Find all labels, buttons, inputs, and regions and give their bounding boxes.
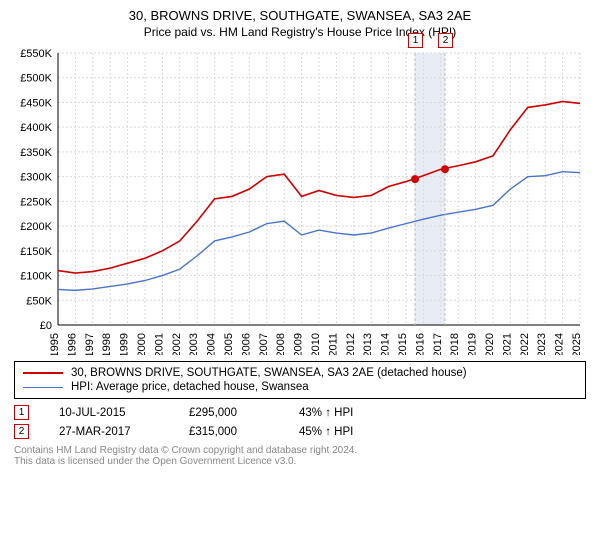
svg-text:2002: 2002	[171, 333, 183, 355]
chart-marker-2: 2	[438, 33, 453, 48]
footer-line-1: Contains HM Land Registry data © Crown c…	[14, 445, 586, 456]
svg-text:2013: 2013	[362, 333, 374, 355]
svg-text:2017: 2017	[432, 333, 444, 355]
svg-text:2007: 2007	[258, 333, 270, 355]
svg-text:2004: 2004	[206, 333, 218, 355]
transaction-date: 10-JUL-2015	[59, 407, 159, 419]
svg-text:2005: 2005	[223, 333, 235, 355]
svg-text:2009: 2009	[293, 333, 305, 355]
svg-text:1997: 1997	[84, 333, 96, 355]
chart-marker-1: 1	[408, 33, 423, 48]
svg-text:2019: 2019	[467, 333, 479, 355]
svg-text:2020: 2020	[484, 333, 496, 355]
chart-svg: £0 £50K £100K £150K £200K £250K £300K £350K £400…	[10, 45, 584, 355]
svg-text:2025: 2025	[571, 333, 583, 355]
svg-text:1995: 1995	[49, 333, 61, 355]
svg-text:£100K: £100K	[20, 271, 52, 283]
svg-text:£150K: £150K	[20, 246, 52, 258]
transaction-row: 1 10-JUL-2015 £295,000 43% ↑ HPI	[14, 403, 586, 422]
svg-text:2015: 2015	[397, 333, 409, 355]
svg-text:£450K: £450K	[20, 97, 52, 109]
svg-text:2018: 2018	[449, 333, 461, 355]
transaction-price: £295,000	[189, 407, 269, 419]
svg-text:2016: 2016	[414, 333, 426, 355]
legend-row: 30, BROWNS DRIVE, SOUTHGATE, SWANSEA, SA…	[23, 366, 577, 380]
svg-text:2006: 2006	[240, 333, 252, 355]
svg-text:2022: 2022	[519, 333, 531, 355]
title-line2: Price paid vs. HM Land Registry's House …	[10, 25, 590, 39]
transaction-pct: 43% ↑ HPI	[299, 407, 353, 419]
footer: Contains HM Land Registry data © Crown c…	[14, 445, 586, 467]
svg-text:2008: 2008	[275, 333, 287, 355]
svg-text:£250K: £250K	[20, 196, 52, 208]
title-line1: 30, BROWNS DRIVE, SOUTHGATE, SWANSEA, SA…	[10, 8, 590, 23]
svg-text:£550K: £550K	[20, 48, 52, 60]
svg-text:2021: 2021	[501, 333, 513, 355]
svg-text:£0: £0	[40, 320, 52, 332]
transaction-price: £315,000	[189, 426, 269, 438]
svg-text:£500K: £500K	[20, 73, 52, 85]
legend: 30, BROWNS DRIVE, SOUTHGATE, SWANSEA, SA…	[14, 361, 586, 399]
svg-text:£350K: £350K	[20, 147, 52, 159]
svg-text:£50K: £50K	[26, 295, 52, 307]
svg-text:2011: 2011	[327, 333, 339, 355]
svg-text:1999: 1999	[119, 333, 131, 355]
transaction-marker-1: 1	[14, 405, 29, 420]
svg-text:2003: 2003	[188, 333, 200, 355]
svg-text:£400K: £400K	[20, 122, 52, 134]
legend-swatch-hpi	[23, 387, 63, 388]
legend-row: HPI: Average price, detached house, Swan…	[23, 380, 577, 394]
legend-swatch-property	[23, 372, 63, 374]
transaction-row: 2 27-MAR-2017 £315,000 45% ↑ HPI	[14, 422, 586, 441]
svg-text:£200K: £200K	[20, 221, 52, 233]
footer-line-2: This data is licensed under the Open Gov…	[14, 456, 586, 467]
transactions-table: 1 10-JUL-2015 £295,000 43% ↑ HPI 2 27-MA…	[14, 403, 586, 441]
svg-text:2024: 2024	[554, 333, 566, 355]
legend-label-property: 30, BROWNS DRIVE, SOUTHGATE, SWANSEA, SA…	[71, 367, 467, 379]
transaction-pct: 45% ↑ HPI	[299, 426, 353, 438]
transaction-marker-2: 2	[14, 424, 29, 439]
chart: £0 £50K £100K £150K £200K £250K £300K £350K £400…	[10, 45, 590, 355]
svg-text:£300K: £300K	[20, 172, 52, 184]
legend-label-hpi: HPI: Average price, detached house, Swan…	[71, 381, 309, 393]
transaction-date: 27-MAR-2017	[59, 426, 159, 438]
svg-text:1998: 1998	[101, 333, 113, 355]
svg-text:2023: 2023	[536, 333, 548, 355]
svg-text:2010: 2010	[310, 333, 322, 355]
svg-text:2001: 2001	[153, 333, 165, 355]
svg-text:2012: 2012	[345, 333, 357, 355]
svg-text:2014: 2014	[380, 333, 392, 355]
svg-text:1996: 1996	[66, 333, 78, 355]
svg-text:2000: 2000	[136, 333, 148, 355]
